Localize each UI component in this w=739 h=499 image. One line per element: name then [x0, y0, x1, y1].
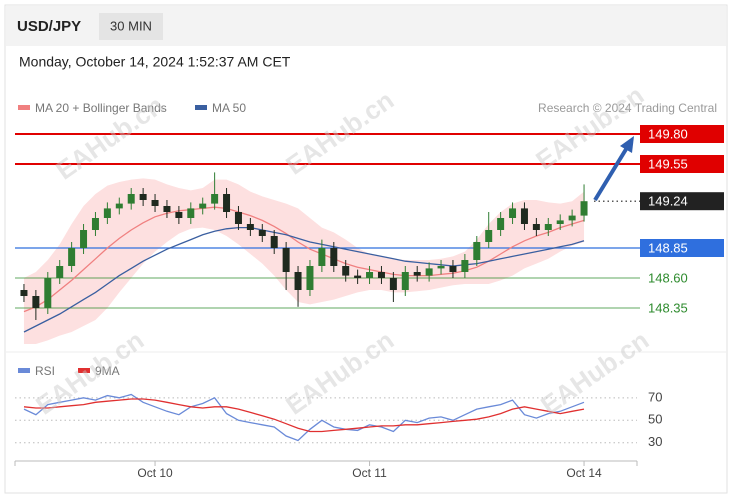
candle-body — [354, 275, 362, 278]
bollinger-band — [23, 178, 585, 344]
candle-body — [401, 272, 409, 290]
level-badge — [640, 155, 724, 173]
level-label: 148.35 — [648, 300, 688, 315]
candle-body — [223, 194, 231, 212]
candle-body — [68, 248, 76, 266]
candle-body — [103, 208, 111, 218]
candle-body — [187, 208, 195, 218]
candle-body — [342, 266, 350, 276]
plot: 149.80 149.55 149.24 148.85 148.60 148.35 MA 2… — [14, 101, 724, 480]
level-badge — [640, 192, 724, 211]
candle-body — [377, 272, 385, 278]
candle-body — [532, 224, 540, 230]
y-tick-label: 30 — [648, 434, 662, 449]
x-tick-label: Oct 14 — [566, 466, 602, 480]
candle-body — [568, 215, 576, 221]
symbol: USD/JPY — [17, 18, 81, 35]
timestamp: Monday, October 14, 2024 1:52:37 AM CET — [19, 54, 291, 70]
candle-body — [115, 203, 123, 209]
candle-body — [389, 278, 397, 290]
rsi-line — [23, 393, 585, 442]
candle-body — [413, 272, 421, 276]
candle-body — [246, 224, 254, 230]
arrow-head — [620, 136, 634, 153]
candle-body — [199, 203, 207, 209]
candle-body — [151, 200, 159, 206]
candle-body — [127, 194, 135, 204]
candle-body — [211, 194, 219, 204]
candle-body — [497, 218, 505, 230]
x-tick-label: Oct 10 — [137, 466, 173, 480]
interval-badge[interactable] — [99, 13, 163, 40]
candle-body — [294, 272, 302, 290]
ma-line — [23, 206, 585, 313]
y-tick-label: 70 — [648, 389, 662, 404]
legend-swatch — [18, 368, 30, 373]
candle-body — [425, 268, 433, 276]
candle-body — [306, 266, 314, 290]
legend-label: MA 20 + Bollinger Bands — [35, 101, 167, 115]
forecast-arrow — [593, 144, 630, 202]
y-tick-label: 50 — [648, 412, 662, 427]
candle-body — [485, 230, 493, 242]
candle-body — [175, 212, 183, 218]
candle-body — [80, 230, 88, 248]
legend-label: 9MA — [95, 364, 120, 378]
candle-body — [318, 248, 326, 266]
level-label: 148.60 — [648, 270, 688, 285]
candle-body — [330, 248, 338, 266]
level-label: 149.24 — [648, 194, 688, 209]
candle-body — [282, 248, 290, 272]
level-label: 148.85 — [648, 240, 688, 255]
rsi-line — [23, 398, 585, 433]
interval: 30 MIN — [110, 18, 152, 33]
candle-body — [461, 260, 469, 272]
candle-body — [44, 278, 52, 308]
candle-body — [20, 290, 28, 296]
candle-body — [473, 242, 481, 260]
level-label: 149.55 — [648, 156, 688, 171]
x-tick-label: Oct 11 — [352, 466, 387, 480]
candle-body — [544, 224, 552, 230]
level-badge — [640, 239, 724, 257]
candle-body — [437, 266, 445, 269]
candle-body — [520, 208, 528, 224]
legend-swatch — [195, 105, 207, 110]
candle-body — [556, 220, 564, 224]
candle-body — [32, 296, 40, 308]
candle-body — [509, 208, 517, 218]
level-label: 149.80 — [648, 126, 688, 141]
candle-body — [163, 206, 171, 212]
candle-body — [91, 218, 99, 230]
ma-line — [23, 226, 585, 333]
candle-body — [270, 236, 278, 248]
legend-label: MA 50 — [212, 101, 246, 115]
candle-body — [139, 194, 147, 200]
source: Research © 2024 Trading Central — [538, 101, 717, 115]
legend-swatch — [18, 105, 30, 110]
legend-swatch — [78, 368, 90, 373]
candle-body — [449, 266, 457, 272]
candle-body — [580, 201, 588, 216]
candle-body — [258, 230, 266, 236]
legend-label: RSI — [35, 364, 55, 378]
candle-body — [366, 272, 374, 278]
level-badge — [640, 125, 724, 143]
candle-body — [234, 212, 242, 224]
candle-body — [56, 266, 64, 278]
